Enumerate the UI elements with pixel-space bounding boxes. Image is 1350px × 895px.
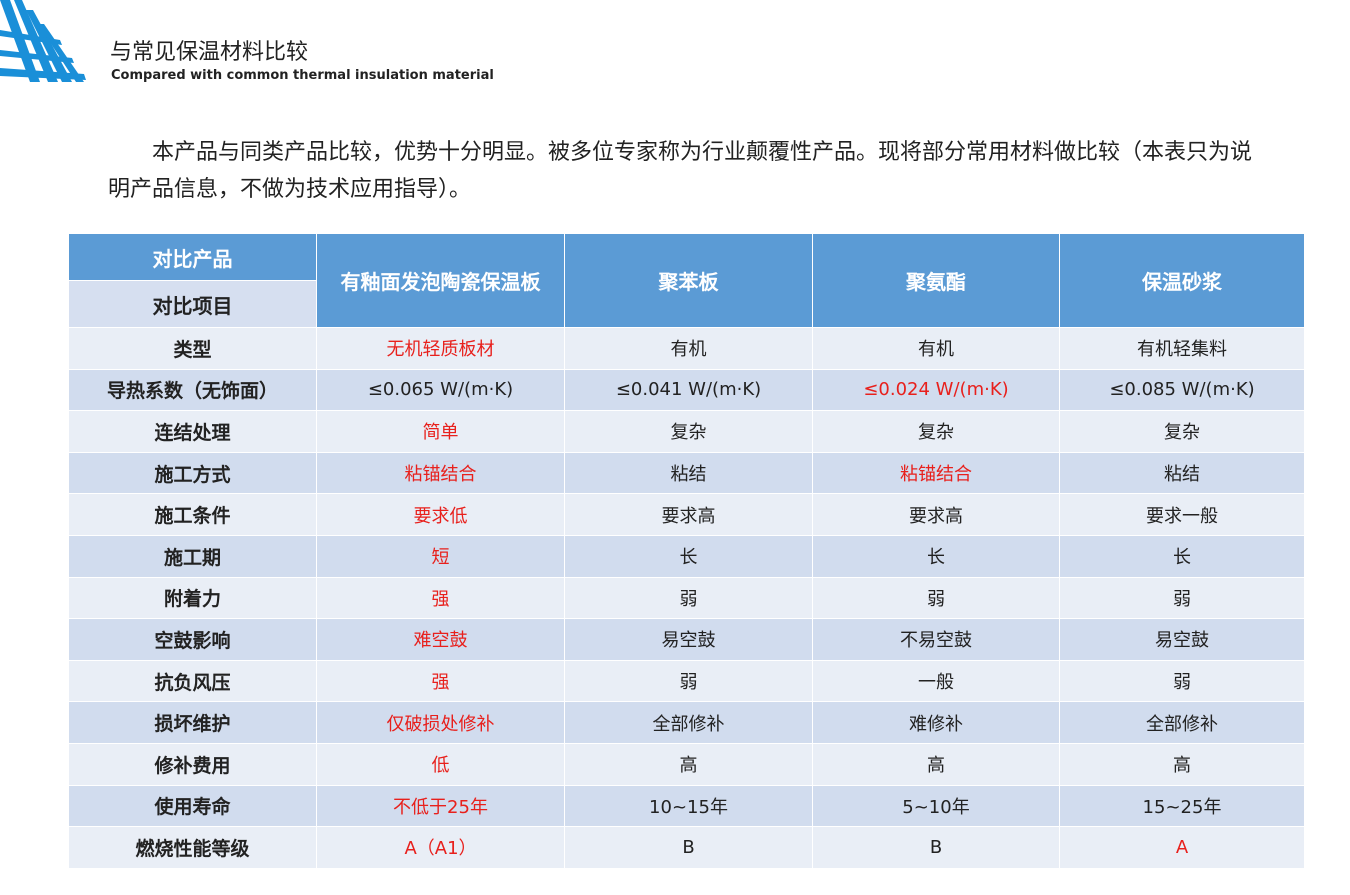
corner-bottom: 对比项目: [68, 280, 317, 328]
row-label: 抗负风压: [68, 659, 317, 703]
cell: 弱: [812, 576, 1060, 620]
column-header: 聚苯板: [564, 233, 813, 328]
table-row: 连结处理 简单 复杂 复杂 复杂: [68, 410, 1305, 453]
column-header: 有釉面发泡陶瓷保温板: [316, 233, 565, 328]
cell: 高: [812, 742, 1060, 786]
cell: 简单: [316, 410, 565, 453]
cell: 要求高: [564, 493, 813, 536]
column-header: 保温砂浆: [1059, 233, 1305, 328]
cell: 强: [316, 576, 565, 620]
subtitle: Compared with common thermal insulation …: [111, 68, 494, 83]
cell: 无机轻质板材: [316, 327, 565, 370]
cell: 弱: [564, 576, 813, 620]
table-row: 施工条件 要求低 要求高 要求高 要求一般: [68, 493, 1305, 536]
cell: 易空鼓: [564, 618, 813, 661]
row-label: 附着力: [68, 576, 317, 620]
row-label: 施工方式: [68, 451, 317, 495]
cell: 长: [1059, 534, 1305, 578]
table-row: 施工方式 粘锚结合 粘结 粘锚结合 粘结: [68, 451, 1305, 495]
table-row: 抗负风压强弱一般弱: [68, 659, 1305, 703]
column-header: 聚氨酯: [812, 233, 1060, 328]
row-label: 连结处理: [68, 410, 317, 453]
row-label: 导热系数（无饰面）: [68, 368, 317, 412]
cell: 粘锚结合: [316, 451, 565, 495]
cell: 短: [316, 534, 565, 578]
cell: B: [564, 826, 813, 869]
table-row: 附着力强弱弱弱: [68, 576, 1305, 620]
title: 与常见保温材料比较: [110, 40, 309, 65]
cell: 长: [812, 534, 1060, 578]
cell: 粘锚结合: [812, 451, 1060, 495]
cell: 强: [316, 659, 565, 703]
cell: ≤0.085 W/(m·K): [1059, 368, 1305, 412]
cell: 不低于25年: [316, 784, 565, 828]
cell: 10~15年: [564, 784, 813, 828]
row-label: 修补费用: [68, 742, 317, 786]
cell: 一般: [812, 659, 1060, 703]
intro: 本产品与同类产品比较，优势十分明显。被多位专家称为行业颠覆性产品。现将部分常用材…: [108, 140, 1253, 202]
row-label: 燃烧性能等级: [68, 826, 317, 869]
cell: 难修补: [812, 701, 1060, 744]
table-row: 燃烧性能等级 A（A1） B B A: [68, 826, 1305, 869]
corner-top: 对比产品: [68, 233, 317, 281]
cell: 复杂: [1059, 410, 1305, 453]
cell: 复杂: [812, 410, 1060, 453]
cell: 复杂: [564, 410, 813, 453]
row-label: 空鼓影响: [68, 618, 317, 661]
row-label: 使用寿命: [68, 784, 317, 828]
cell: ≤0.065 W/(m·K): [316, 368, 565, 412]
cell: 仅破损处修补: [316, 701, 565, 744]
cell: 要求一般: [1059, 493, 1305, 536]
row-label: 类型: [68, 327, 317, 370]
cell: A（A1）: [316, 826, 565, 869]
row-label: 施工条件: [68, 493, 317, 536]
cell: 全部修补: [564, 701, 813, 744]
table-row: 空鼓影响 难空鼓 易空鼓 不易空鼓 易空鼓: [68, 618, 1305, 661]
row-label: 施工期: [68, 534, 317, 578]
cell: 要求高: [812, 493, 1060, 536]
cell: 5~10年: [812, 784, 1060, 828]
cell: 全部修补: [1059, 701, 1305, 744]
table-row: 导热系数（无饰面） ≤0.065 W/(m·K) ≤0.041 W/(m·K) ≤0.…: [68, 368, 1305, 412]
table-row: 施工期短长长长: [68, 534, 1305, 578]
cell: A: [1059, 826, 1305, 869]
cell: 弱: [1059, 659, 1305, 703]
cell: 易空鼓: [1059, 618, 1305, 661]
cell: ≤0.041 W/(m·K): [564, 368, 813, 412]
cell: 难空鼓: [316, 618, 565, 661]
cell: 粘结: [1059, 451, 1305, 495]
cell: 15~25年: [1059, 784, 1305, 828]
cell: 要求低: [316, 493, 565, 536]
cell: B: [812, 826, 1060, 869]
cell: 高: [1059, 742, 1305, 786]
table-row: 损坏维护 仅破损处修补 全部修补 难修补 全部修补: [68, 701, 1305, 744]
cell: 长: [564, 534, 813, 578]
logo: [0, 0, 86, 82]
cell: ≤0.024 W/(m·K): [812, 368, 1060, 412]
row-label: 损坏维护: [68, 701, 317, 744]
table-row: 类型 无机轻质板材 有机 有机 有机轻集料: [68, 327, 1305, 370]
table-row: 修补费用低高高高: [68, 742, 1305, 786]
table-row: 使用寿命 不低于25年 10~15年 5~10年 15~25年: [68, 784, 1305, 828]
cell: 有机: [564, 327, 813, 370]
cell: 低: [316, 742, 565, 786]
cell: 不易空鼓: [812, 618, 1060, 661]
cell: 有机轻集料: [1059, 327, 1305, 370]
cell: 粘结: [564, 451, 813, 495]
cell: 弱: [564, 659, 813, 703]
cell: 高: [564, 742, 813, 786]
comparison-table: 对比产品 有釉面发泡陶瓷保温板 聚苯板 聚氨酯 保温砂浆 对比项目 类型 无机轻质板材有…: [68, 233, 1305, 869]
cell: 弱: [1059, 576, 1305, 620]
cell: 有机: [812, 327, 1060, 370]
